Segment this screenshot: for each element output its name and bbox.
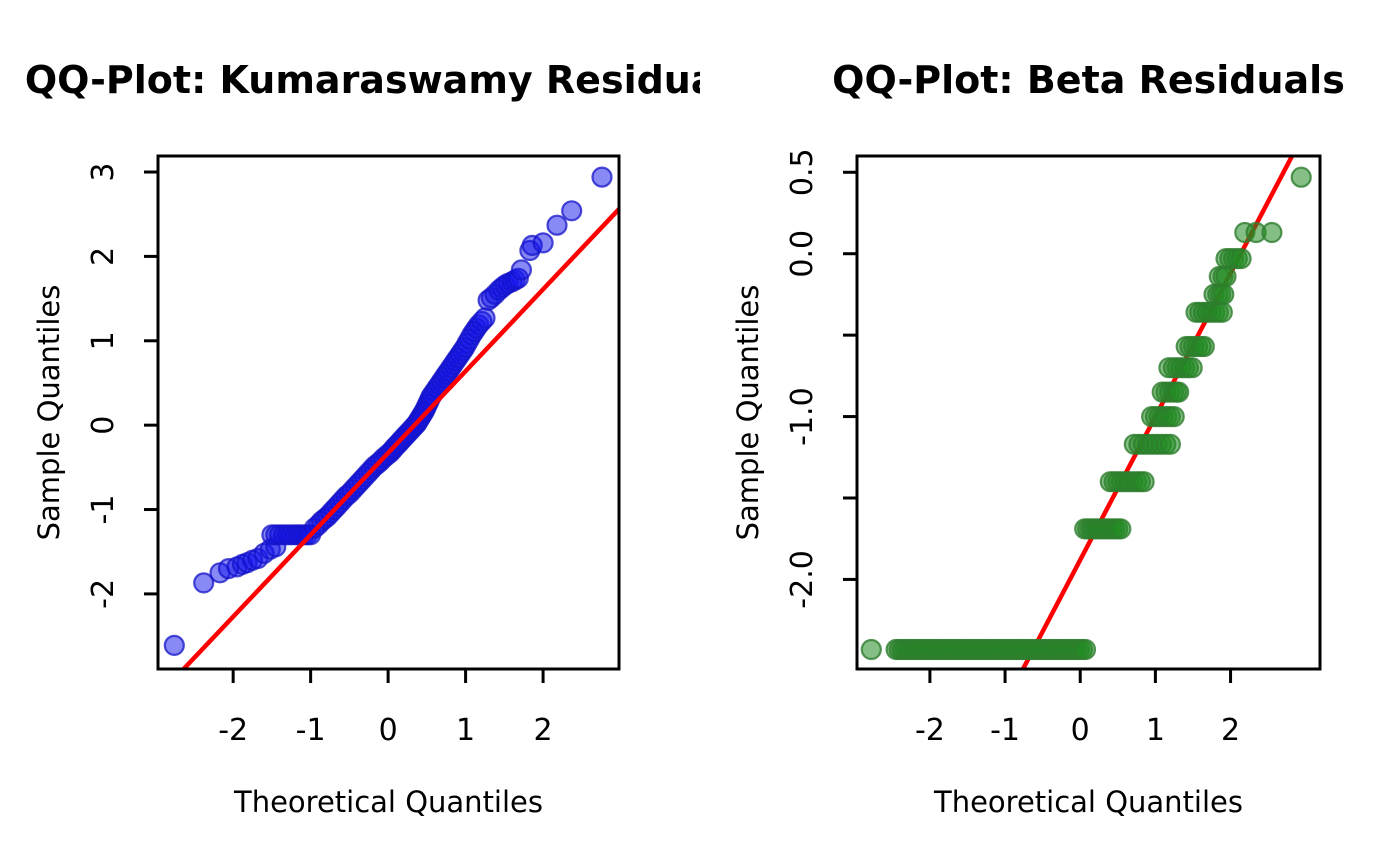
y-axis-label: Sample Quantiles <box>32 285 66 541</box>
x-tick-label: 0 <box>379 713 398 748</box>
plot-region <box>860 155 1312 670</box>
data-point <box>1261 221 1283 244</box>
data-point <box>532 232 554 254</box>
y-tick-label: 0 <box>86 416 121 435</box>
y-tick-label: -2 <box>86 579 121 609</box>
scatter-points <box>860 166 1312 661</box>
x-tick-label: 2 <box>1221 713 1240 748</box>
x-tick-label: 1 <box>456 713 475 748</box>
y-tick-label: 0.5 <box>785 148 820 196</box>
y-tick-label: -1 <box>86 495 121 525</box>
data-point <box>546 214 568 236</box>
x-axis-label: Theoretical Quantiles <box>933 785 1243 819</box>
qq-reference-line <box>179 207 620 670</box>
data-point <box>193 572 215 594</box>
data-point <box>561 200 583 222</box>
x-tick-label: -1 <box>296 713 326 748</box>
plot-title: QQ-Plot: Beta Residuals <box>832 58 1345 102</box>
y-axis-label: Sample Quantiles <box>731 285 765 541</box>
x-tick-label: 1 <box>1146 713 1165 748</box>
data-point <box>1159 433 1182 455</box>
data-point <box>1290 166 1312 188</box>
plot-box <box>855 154 1322 671</box>
data-point <box>591 166 613 188</box>
plot-region <box>163 166 620 670</box>
data-point <box>510 259 533 281</box>
data-point <box>163 634 185 657</box>
x-tick-label: -1 <box>990 713 1020 748</box>
y-tick-label: 2 <box>86 247 121 266</box>
data-point <box>1168 381 1190 403</box>
data-point <box>1133 471 1155 493</box>
y-tick-label: -1.0 <box>785 387 820 446</box>
y-tick-label: -2.0 <box>785 550 820 609</box>
data-point <box>1213 283 1235 305</box>
x-axis-label: Theoretical Quantiles <box>233 785 543 819</box>
data-point <box>1211 301 1233 323</box>
y-tick-label: 1 <box>86 331 121 350</box>
y-tick-label: 3 <box>86 162 121 181</box>
data-point <box>1230 248 1252 270</box>
data-point <box>474 307 496 329</box>
y-tick-label: 0.0 <box>785 230 820 278</box>
data-point <box>860 638 882 661</box>
data-point <box>1215 265 1237 288</box>
data-point <box>1193 335 1215 358</box>
qq-panel-beta: -2 -1 0 1 2 -2.0 -1.0 0.0 0.5 QQ-Plot: Beta Resid… <box>731 58 1345 819</box>
x-tick-label: 2 <box>534 713 553 748</box>
x-tick-label: 0 <box>1071 713 1090 748</box>
qq-panel-kumaraswamy: -2 -1 0 1 2 -2 -1 0 1 2 3 QQ-Plot: Kumaraswamy Resi… <box>25 58 752 819</box>
plot-title: QQ-Plot: Kumaraswamy Residuals <box>25 58 752 102</box>
x-tick-label: -2 <box>218 713 248 748</box>
x-tick-label: -2 <box>915 713 945 748</box>
data-point <box>1163 406 1185 428</box>
data-point <box>1110 518 1132 540</box>
data-point <box>1181 357 1203 379</box>
data-point <box>1074 638 1097 661</box>
